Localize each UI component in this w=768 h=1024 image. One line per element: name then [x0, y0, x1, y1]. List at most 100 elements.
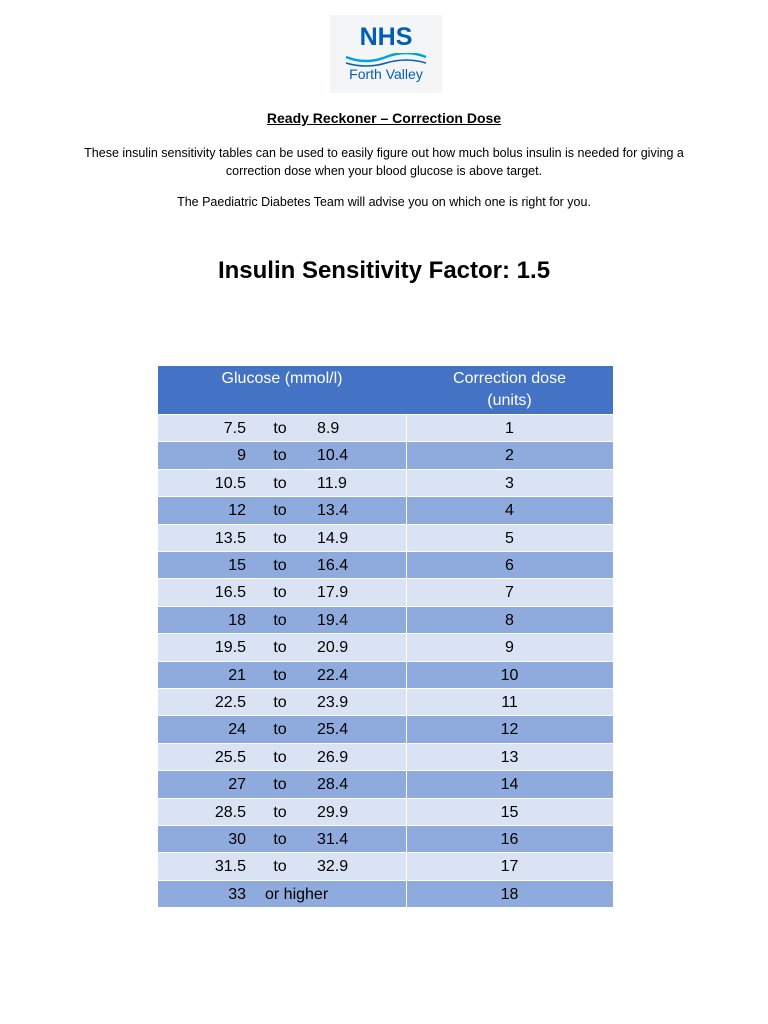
correction-dose: 13 [500, 748, 519, 766]
heading: Insulin Sensitivity Factor: 1.5 [217, 257, 551, 284]
correction-dose: 1 [505, 420, 514, 437]
table-row: 28.5 to 29.9 15 [158, 797, 613, 825]
glucose-low: 22.5 [214, 694, 246, 711]
range-separator: or higher [265, 885, 329, 903]
header-cell: Glucose (mmol/l) [158, 366, 406, 414]
table-row: 30 to 31.4 16 [158, 825, 613, 853]
divider [406, 771, 407, 798]
divider [406, 524, 407, 551]
glucose-low: 30 [228, 831, 246, 848]
divider [406, 689, 407, 716]
glucose-high: 23.9 [317, 694, 349, 711]
divider [406, 442, 407, 469]
divider [406, 716, 407, 743]
range-separator: to [273, 639, 287, 657]
divider [406, 826, 407, 853]
glucose-high: 28.4 [317, 776, 349, 794]
range-separator: to [273, 611, 287, 629]
range-separator: to [273, 694, 287, 711]
correction-dose: 14 [500, 776, 519, 794]
correction-dose: 5 [505, 529, 514, 547]
correction-dose: 16 [500, 831, 519, 848]
glucose-low: 19.5 [214, 639, 246, 657]
paragraph: These insulin sensitivity tables can be … [84, 146, 684, 178]
glucose-low: 7.5 [223, 420, 246, 437]
table-row: 22.5 to 23.9 11 [158, 688, 613, 716]
range-separator: to [273, 557, 287, 574]
glucose-low: 25.5 [214, 748, 246, 766]
logo: NHS Forth Valley [330, 15, 442, 93]
glucose-high: 14.9 [317, 529, 349, 547]
correction-dose: 15 [500, 803, 519, 821]
table-row: 33 or higher 18 [158, 879, 613, 908]
glucose-low: 18 [228, 611, 246, 629]
correction-dose: 3 [505, 474, 514, 492]
range-separator: to [273, 858, 287, 876]
glucose-high: 20.9 [317, 639, 349, 657]
correction-dose: 9 [505, 639, 514, 657]
glucose-high: 26.9 [317, 748, 349, 766]
correction-dose: 12 [500, 721, 519, 739]
glucose-low: 16.5 [214, 584, 246, 602]
table-row: 9 to 10.4 2 [158, 441, 613, 469]
divider [406, 634, 407, 661]
paragraph: The Paediatric Diabetes Team will advise… [177, 195, 591, 209]
correction-dose: 8 [505, 611, 514, 629]
divider [406, 579, 407, 606]
range-separator: to [273, 529, 287, 547]
correction-dose: 10 [500, 666, 519, 684]
glucose-high: 8.9 [317, 420, 340, 437]
glucose-high: 25.4 [317, 721, 349, 739]
divider [406, 606, 407, 634]
divider [406, 853, 407, 880]
table-row: 25.5 to 26.9 13 [158, 742, 613, 771]
divider [406, 497, 407, 524]
range-separator: to [273, 776, 287, 794]
glucose-high: 17.9 [317, 584, 349, 602]
table-row: 16.5 to 17.9 7 [158, 578, 613, 606]
glucose-low: 24 [228, 721, 246, 739]
logo-waves [345, 53, 427, 67]
glucose-low: 9 [237, 447, 246, 465]
range-separator: to [273, 748, 287, 766]
glucose-high: 31.4 [317, 831, 349, 848]
glucose-high: 19.4 [317, 611, 349, 629]
table-row: 12 to 13.4 4 [158, 496, 613, 524]
divider [406, 552, 407, 579]
logo-name: NHS [359, 23, 413, 51]
table-row: 19.5 to 20.9 9 [158, 633, 613, 661]
table-row: 27 to 28.4 14 [158, 770, 613, 798]
range-separator: to [273, 447, 287, 465]
divider [406, 880, 407, 908]
correction-dose: 17 [500, 858, 519, 876]
glucose-high: 13.4 [317, 502, 349, 520]
divider [406, 661, 407, 688]
table-row: 18 to 19.4 8 [158, 605, 613, 634]
table-row: 7.5 to 8.9 1 [158, 414, 613, 442]
table-row: 15 to 16.4 6 [158, 551, 613, 579]
table-row: 31.5 to 32.9 17 [158, 852, 613, 880]
divider [406, 743, 407, 771]
divider [406, 469, 407, 497]
glucose-low: 31.5 [214, 858, 246, 876]
glucose-low: 12 [228, 502, 246, 520]
correction-dose: 6 [505, 557, 514, 574]
range-separator: to [273, 584, 287, 602]
glucose-low: 28.5 [214, 803, 246, 821]
correction-dose: 7 [505, 584, 514, 602]
logo-subtitle: Forth Valley [349, 66, 423, 82]
glucose-low: 33 [228, 885, 246, 903]
glucose-low: 21 [228, 666, 246, 684]
header-cell: Correction dose (units) [406, 366, 613, 414]
glucose-high: 29.9 [317, 803, 349, 821]
glucose-low: 13.5 [214, 529, 246, 547]
glucose-high: 32.9 [317, 858, 349, 876]
correction-dose: 11 [501, 694, 518, 711]
table-row: 13.5 to 14.9 5 [158, 523, 613, 551]
glucose-low: 15 [228, 557, 246, 574]
range-separator: to [273, 666, 287, 684]
divider [406, 798, 407, 825]
range-separator: to [273, 831, 287, 848]
title: Ready Reckoner – Correction Dose [266, 110, 502, 126]
